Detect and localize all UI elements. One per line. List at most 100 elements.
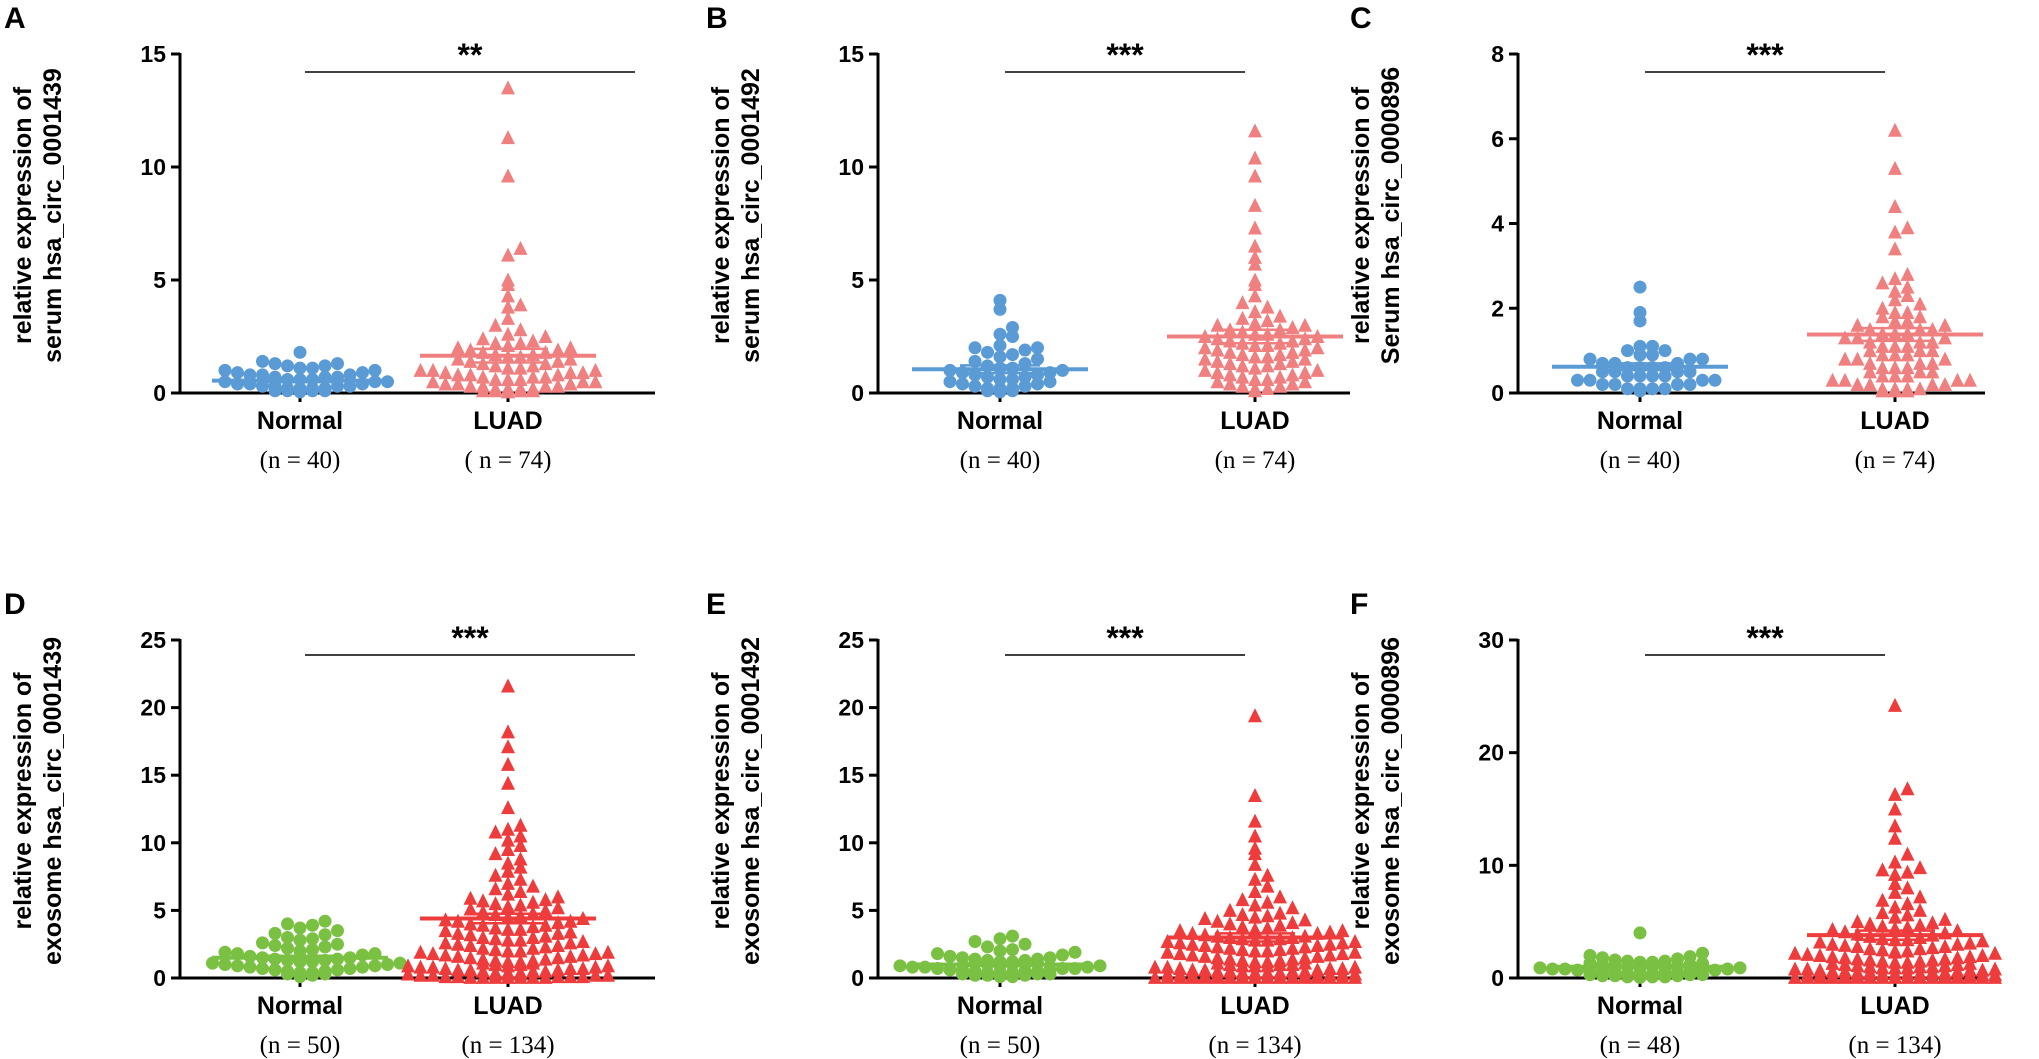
data-point [1721, 962, 1734, 976]
data-point [1223, 344, 1237, 359]
data-point [1298, 374, 1312, 389]
data-point [1235, 892, 1250, 907]
data-point [1273, 965, 1287, 980]
data-point [1975, 933, 1990, 948]
category-label: LUAD [1860, 992, 1929, 1020]
data-point [1173, 961, 1187, 976]
data-point [476, 929, 490, 944]
data-point [501, 932, 515, 947]
data-point [1888, 122, 1902, 137]
data-point [1260, 894, 1275, 909]
data-point [501, 921, 515, 936]
data-point [1248, 871, 1262, 886]
y-tick-label: 15 [140, 41, 166, 67]
data-point [1825, 922, 1840, 937]
data-point [1838, 372, 1852, 387]
data-point [451, 936, 465, 951]
data-point [1800, 946, 1815, 961]
data-point [293, 944, 307, 958]
data-point [1223, 916, 1237, 931]
data-point [538, 378, 553, 393]
data-point [1235, 310, 1250, 325]
data-point [1900, 846, 1915, 861]
data-point [318, 381, 332, 395]
data-point [1938, 317, 1952, 332]
data-point [513, 943, 528, 958]
data-point [488, 335, 503, 350]
data-point [318, 940, 332, 954]
data-point [501, 380, 515, 395]
y-tick-label: 10 [140, 154, 166, 180]
data-point [1248, 304, 1262, 319]
data-point [1248, 708, 1262, 723]
data-point [306, 943, 319, 957]
data-point [1900, 864, 1915, 879]
data-point [513, 932, 528, 947]
data-point [1850, 377, 1865, 392]
data-point [256, 354, 269, 368]
data-point [1546, 962, 1559, 976]
significance-label: *** [1746, 620, 1784, 656]
data-point [1273, 347, 1287, 362]
data-point [576, 365, 590, 380]
data-point [1875, 368, 1890, 383]
y-axis-title-line: relative expression of [9, 672, 37, 930]
data-point [293, 966, 307, 980]
series-normal [912, 293, 1088, 399]
series-normal [212, 345, 394, 399]
category-label: Normal [957, 407, 1043, 435]
data-point [968, 379, 982, 393]
data-point [1260, 313, 1275, 328]
y-tick-label: 30 [1478, 627, 1504, 653]
data-point [281, 917, 294, 931]
data-point [1248, 249, 1262, 264]
data-point [501, 800, 515, 815]
data-point [1900, 304, 1915, 319]
data-point [538, 369, 553, 384]
data-point [463, 901, 478, 916]
data-point [393, 956, 407, 970]
data-point [218, 363, 232, 377]
data-point [601, 944, 615, 959]
data-point [1646, 382, 1659, 396]
data-point [1043, 951, 1057, 965]
data-point [1093, 959, 1107, 973]
data-point [526, 894, 540, 909]
data-point [501, 130, 515, 145]
data-point [1913, 296, 1927, 311]
data-point [1235, 942, 1250, 957]
data-point [1173, 935, 1187, 950]
data-point [1248, 238, 1262, 253]
data-point [1913, 364, 1927, 379]
data-point [1900, 368, 1915, 383]
data-point [1813, 934, 1827, 949]
data-point [268, 357, 282, 371]
data-point [1708, 373, 1722, 387]
data-point [476, 963, 490, 978]
data-point [1825, 963, 1840, 978]
data-point [1210, 365, 1225, 380]
data-point [1148, 959, 1162, 974]
data-point [1273, 369, 1287, 384]
data-point [576, 374, 590, 389]
series-normal [1533, 926, 1747, 984]
data-point [1273, 378, 1287, 393]
data-point [1888, 292, 1902, 307]
sample-count-label: (n = 74) [1855, 447, 1936, 474]
data-point [1310, 340, 1325, 355]
data-point [1913, 917, 1927, 932]
data-point [1813, 947, 1827, 962]
data-point [563, 340, 578, 355]
data-point [1248, 288, 1262, 303]
data-point [1875, 300, 1890, 315]
panel-letter: C [1350, 2, 1372, 35]
data-point [268, 926, 282, 940]
y-tick-label: 8 [1491, 41, 1504, 67]
data-point [1323, 936, 1337, 951]
data-point [943, 963, 957, 977]
data-point [438, 961, 453, 976]
data-point [513, 817, 528, 832]
data-point [1913, 355, 1927, 370]
category-label: Normal [1597, 407, 1683, 435]
